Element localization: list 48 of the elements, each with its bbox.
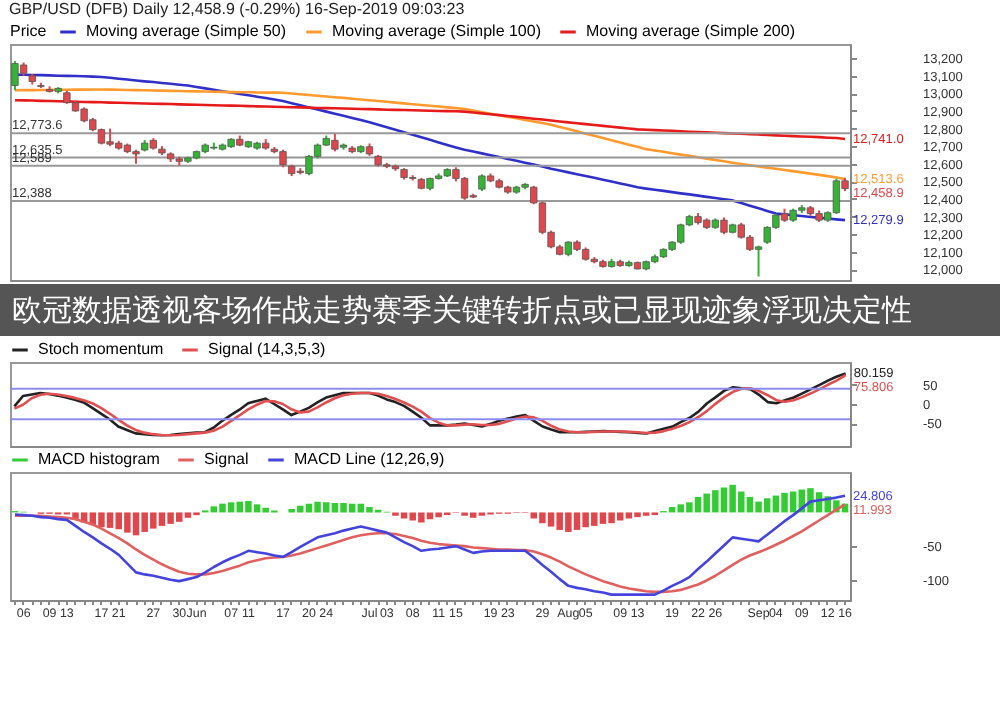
chart-title: GBP/USD (DFB) Daily 12,458.9 (-0.29%) 16-Sep-2019 09:03:23 <box>9 0 466 18</box>
candlestick <box>754 244 763 278</box>
bar <box>400 512 408 519</box>
legend-label: Moving average (Simple 50) <box>86 22 287 40</box>
bar <box>98 512 105 528</box>
legend-title: Price <box>10 22 48 40</box>
bar <box>469 512 477 518</box>
bar <box>132 512 140 536</box>
legend-label: Signal (14,3,5,3) <box>208 340 327 358</box>
bar <box>608 512 615 524</box>
legend-label: MACD histogram <box>38 450 161 468</box>
line-series <box>13 98 847 141</box>
bar <box>625 512 633 519</box>
candlestick <box>460 175 469 201</box>
legend-label: Stoch momentum <box>38 340 165 358</box>
bar <box>426 512 434 520</box>
legend-label: MACD Line (12,26,9) <box>294 450 445 468</box>
bar <box>158 512 166 526</box>
bar <box>547 512 555 527</box>
bar <box>210 506 218 513</box>
bar <box>167 512 174 524</box>
candlestick <box>832 177 841 215</box>
bar <box>634 512 641 518</box>
legend-label: Signal <box>204 450 249 468</box>
bar <box>366 507 373 513</box>
bar <box>763 498 771 513</box>
legend-label: Moving average (Simple 200) <box>586 22 796 40</box>
bar <box>694 496 702 513</box>
bar <box>573 512 581 530</box>
bar <box>106 512 114 528</box>
bar <box>340 502 347 513</box>
bar <box>599 512 607 524</box>
bar <box>539 512 546 524</box>
line-series <box>13 88 847 181</box>
text: 欧冠数据透视客场作战走势赛季关键转折点或已显现迹象浮现决定性 <box>0 284 1000 336</box>
bar <box>227 502 235 513</box>
bar <box>253 504 261 513</box>
bar <box>245 500 252 513</box>
bar <box>314 501 321 513</box>
bar <box>184 512 192 518</box>
bar <box>720 487 728 513</box>
bar <box>616 512 624 521</box>
legend-label: Moving average (Simple 100) <box>332 22 542 40</box>
bar <box>219 503 226 513</box>
bar <box>686 502 693 513</box>
bar <box>781 492 788 513</box>
bar <box>746 496 754 513</box>
bar <box>755 501 762 513</box>
